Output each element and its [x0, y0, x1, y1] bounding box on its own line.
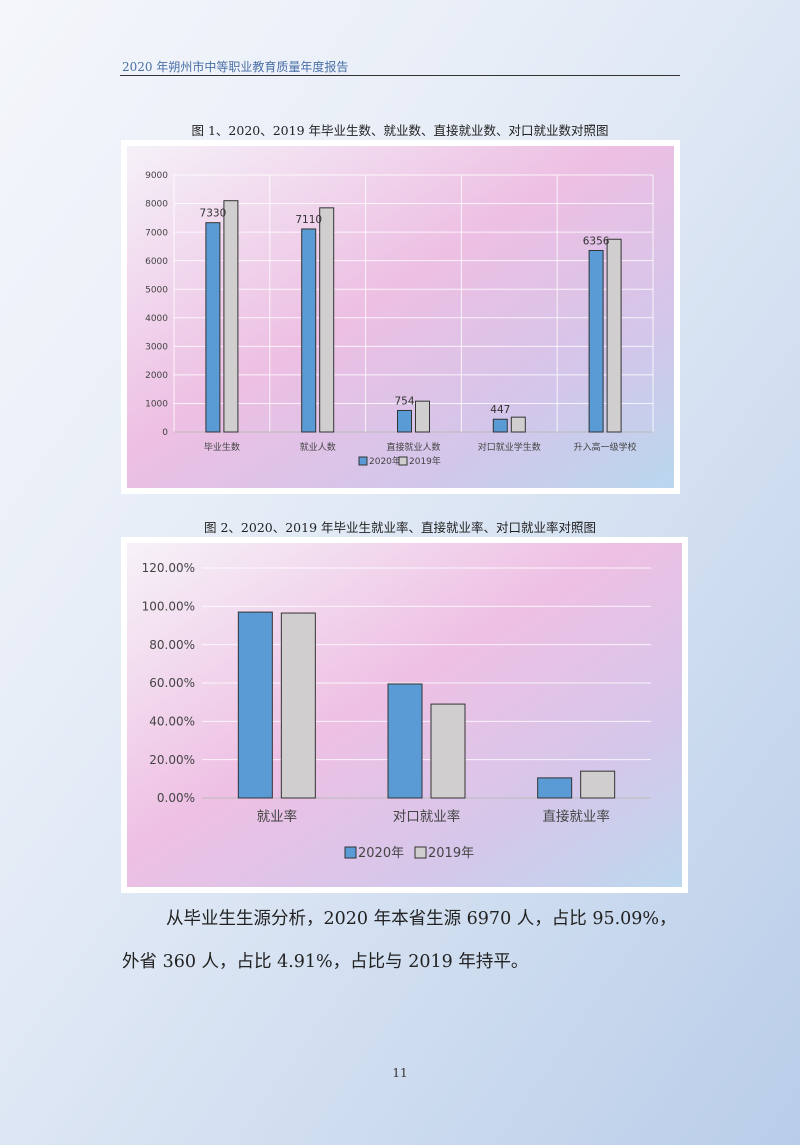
figure1-caption: 图 1、2020、2019 年毕业生数、就业数、直接就业数、对口就业数对照图	[191, 123, 609, 138]
legend-label-2020: 2020年	[369, 455, 401, 467]
y-tick-label: 9000	[145, 171, 168, 181]
x-category-label: 升入高一级学校	[574, 441, 637, 453]
figure2-caption: 图 2、2020、2019 年毕业生就业率、直接就业率、对口就业率对照图	[203, 520, 597, 535]
data-label: 7110	[295, 214, 322, 226]
bar-2019	[430, 703, 466, 799]
x-category-label: 毕业生数	[204, 441, 240, 453]
figure2-chart-box: 0.00% 20.00% 40.00% 60.00% 80.00% 100.00% 120.…	[121, 537, 688, 893]
x-category-label: 就业人数	[300, 441, 336, 453]
y-tick-label: 40.00%	[149, 715, 195, 729]
x-category-label: 对口就业学生数	[478, 441, 541, 453]
x-category-label: 就业率	[257, 808, 298, 825]
y-tick-label: 6000	[145, 257, 168, 267]
header-rule	[120, 75, 680, 76]
y-tick-label: 80.00%	[149, 638, 195, 652]
y-tick-label: 0	[162, 428, 168, 438]
bar-2019	[223, 200, 239, 433]
legend-swatch-2019	[414, 846, 427, 859]
figure1-chart: 0 1000 2000 3000 4000 5000 6000 7000 8000 9000 733…	[127, 146, 674, 488]
bar-2019	[280, 612, 316, 799]
legend-swatch-2019	[398, 456, 408, 466]
bar-2019	[415, 400, 430, 433]
bar-2019	[580, 770, 616, 799]
x-category-label: 直接就业人数	[386, 441, 440, 453]
legend-swatch-2020	[344, 846, 357, 859]
y-tick-label: 8000	[145, 200, 168, 210]
bar-2020	[588, 250, 604, 433]
legend-label-2019: 2019年	[409, 455, 441, 467]
y-tick-label: 1000	[145, 400, 168, 410]
body-line-1: 从毕业生生源分析，2020 年本省生源 6970 人，占比 95.09%，	[166, 909, 677, 929]
bar-2020	[237, 611, 273, 799]
figure1-chart-box: 0 1000 2000 3000 4000 5000 6000 7000 8000 9000 733…	[121, 140, 680, 494]
x-category-label: 直接就业率	[542, 808, 610, 825]
legend-label-2019: 2019年	[428, 846, 474, 861]
y-tick-label: 100.00%	[142, 600, 195, 614]
y-tick-label: 7000	[145, 228, 168, 238]
legend-label-2020: 2020年	[358, 846, 404, 861]
bar-2019	[606, 238, 622, 433]
y-tick-label: 5000	[145, 285, 168, 295]
bar-2019	[510, 416, 526, 433]
page-number: 11	[392, 1066, 408, 1080]
x-category-label: 对口就业率	[393, 808, 461, 825]
bar-2020	[301, 228, 317, 433]
bar-2019	[319, 207, 335, 433]
data-label: 754	[394, 395, 414, 407]
body-line-2: 外省 360 人，占比 4.91%，占比与 2019 年持平。	[122, 952, 529, 972]
bar-2020	[492, 418, 508, 433]
bar-2020	[387, 683, 423, 799]
bar-2020	[397, 409, 412, 433]
bar-2020	[537, 777, 573, 799]
y-tick-label: 60.00%	[149, 676, 195, 690]
header-title: 2020 年朔州市中等职业教育质量年度报告	[122, 60, 349, 74]
y-tick-label: 20.00%	[149, 753, 195, 767]
figure2-chart: 0.00% 20.00% 40.00% 60.00% 80.00% 100.00% 120.…	[127, 543, 682, 887]
data-label: 6356	[583, 236, 610, 248]
data-label: 447	[490, 404, 510, 416]
y-tick-label: 2000	[145, 371, 168, 381]
data-label: 7330	[200, 208, 227, 220]
y-tick-label: 3000	[145, 342, 168, 352]
y-tick-label: 120.00%	[142, 561, 195, 575]
y-tick-label: 0.00%	[157, 791, 195, 805]
y-tick-label: 4000	[145, 314, 168, 324]
legend-swatch-2020	[358, 456, 368, 466]
bar-2020	[205, 222, 221, 433]
